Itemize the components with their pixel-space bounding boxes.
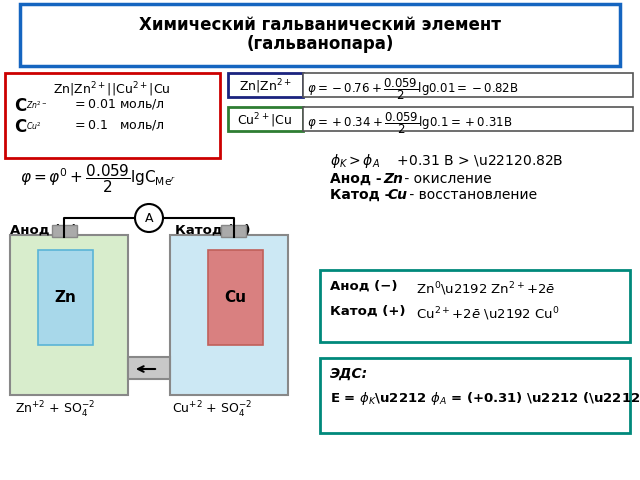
- Text: Анод -: Анод -: [330, 172, 387, 186]
- Text: Химический гальванический элемент: Химический гальванический элемент: [139, 16, 501, 34]
- FancyBboxPatch shape: [303, 107, 633, 131]
- Text: Cu$^{2+}$+2$\bar{e}$ \u2192 Cu$^0$: Cu$^{2+}$+2$\bar{e}$ \u2192 Cu$^0$: [408, 305, 559, 323]
- Text: E = $\phi_K$\u2212 $\phi_A$ = (+0.31) \u2212 (\u22120.82) = 1.13 В: E = $\phi_K$\u2212 $\phi_A$ = (+0.31) \u…: [330, 390, 640, 407]
- Text: Cu$^{+2}$ + SO$_4^{-2}$: Cu$^{+2}$ + SO$_4^{-2}$: [172, 400, 252, 420]
- FancyBboxPatch shape: [320, 358, 630, 433]
- FancyBboxPatch shape: [208, 250, 263, 345]
- Text: Cu$^{2+}$|Cu: Cu$^{2+}$|Cu: [237, 111, 292, 130]
- Text: $_{Cu^{2}}$: $_{Cu^{2}}$: [26, 121, 42, 132]
- Text: Cu: Cu: [387, 188, 407, 202]
- FancyBboxPatch shape: [20, 4, 620, 66]
- Text: Zn: Zn: [54, 289, 76, 304]
- Text: Анод (−): Анод (−): [10, 224, 77, 237]
- Circle shape: [135, 204, 163, 232]
- FancyBboxPatch shape: [170, 235, 288, 395]
- Text: Zn|Zn$^{2+}$: Zn|Zn$^{2+}$: [239, 77, 291, 96]
- Text: Катод (+): Катод (+): [330, 305, 406, 318]
- Text: Zn$^{+2}$ + SO$_4^{-2}$: Zn$^{+2}$ + SO$_4^{-2}$: [15, 400, 95, 420]
- Text: $\mathbf{C}$: $\mathbf{C}$: [14, 97, 27, 115]
- Text: - окисление: - окисление: [400, 172, 492, 186]
- Text: Катод -: Катод -: [330, 188, 396, 202]
- Text: Катод (+): Катод (+): [175, 224, 250, 237]
- FancyBboxPatch shape: [228, 73, 303, 97]
- Text: Zn$^0$\u2192 Zn$^{2+}$+2$\bar{e}$: Zn$^0$\u2192 Zn$^{2+}$+2$\bar{e}$: [408, 280, 555, 298]
- FancyBboxPatch shape: [221, 225, 246, 237]
- FancyBboxPatch shape: [5, 73, 220, 158]
- FancyBboxPatch shape: [228, 107, 303, 131]
- Text: ЭДС:: ЭДС:: [330, 367, 368, 381]
- Text: Zn|Zn$^{2+}$||Cu$^{2+}$|Cu: Zn|Zn$^{2+}$||Cu$^{2+}$|Cu: [53, 80, 171, 98]
- Text: Zn: Zn: [383, 172, 403, 186]
- Text: A: A: [145, 212, 153, 225]
- Text: - восстановление: - восстановление: [405, 188, 537, 202]
- FancyBboxPatch shape: [10, 235, 128, 395]
- Text: $_{Zn^{2-}}$: $_{Zn^{2-}}$: [26, 100, 47, 111]
- Text: $= 0.01$ моль/л: $= 0.01$ моль/л: [72, 97, 164, 111]
- Text: $\varphi = +0.34+\dfrac{0.059}{2}$lg$0.1=+0.31$В: $\varphi = +0.34+\dfrac{0.059}{2}$lg$0.1…: [307, 110, 513, 136]
- Text: $\phi_K > \phi_A$    +0.31 В > \u22120.82В: $\phi_K > \phi_A$ +0.31 В > \u22120.82В: [330, 152, 564, 170]
- Text: $\mathbf{C}$: $\mathbf{C}$: [14, 118, 27, 136]
- Text: $\varphi = -0.76+\dfrac{0.059}{2}$lg$0.01=-0.82$В: $\varphi = -0.76+\dfrac{0.059}{2}$lg$0.0…: [307, 76, 518, 102]
- FancyBboxPatch shape: [128, 357, 170, 379]
- Text: Cu: Cu: [224, 289, 246, 304]
- Text: (гальванопара): (гальванопара): [246, 35, 394, 53]
- Text: Анод (−): Анод (−): [330, 280, 397, 293]
- Text: $= 0.1 \ \ $ моль/л: $= 0.1 \ \ $ моль/л: [72, 118, 165, 132]
- FancyBboxPatch shape: [38, 250, 93, 345]
- Text: $\varphi = \varphi^{0}+\dfrac{0.059}{2}$lgC$_{\mathrm{Me}^r}$: $\varphi = \varphi^{0}+\dfrac{0.059}{2}$…: [20, 162, 176, 195]
- FancyBboxPatch shape: [303, 73, 633, 97]
- FancyBboxPatch shape: [52, 225, 77, 237]
- FancyBboxPatch shape: [320, 270, 630, 342]
